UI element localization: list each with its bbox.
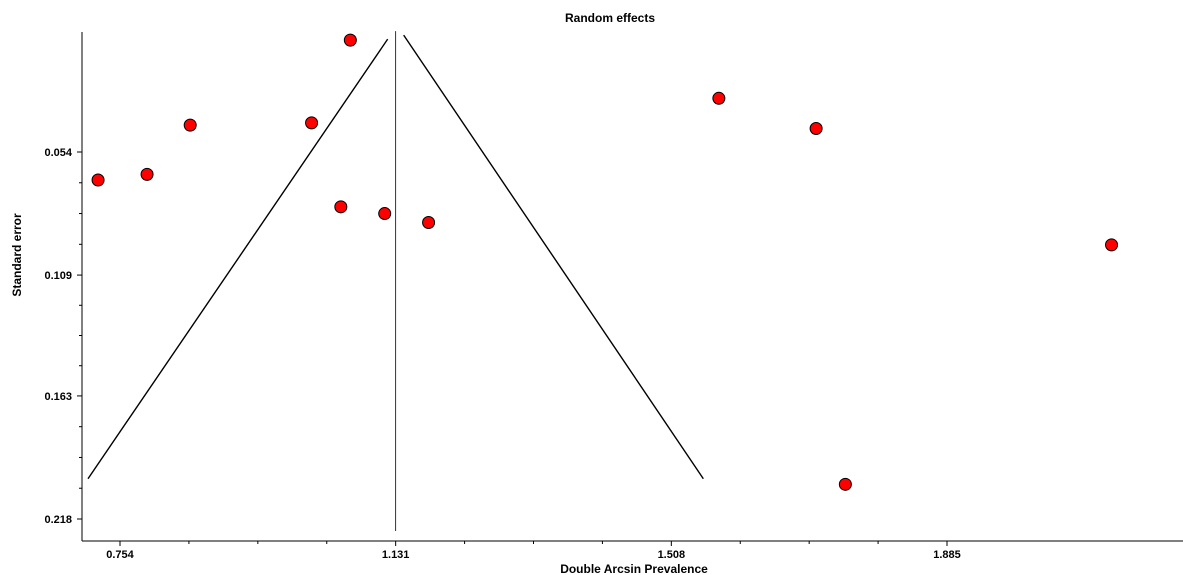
funnel (87, 31, 704, 531)
data-point-6 (343, 33, 357, 47)
data-point-3 (183, 118, 197, 132)
data-point-7 (378, 207, 392, 221)
x-tick-label: 0.754 (106, 549, 134, 561)
data-point-10 (809, 122, 823, 136)
x-tick-label: 1.508 (658, 549, 686, 561)
x-ticks: 0.754 1.131 1.508 1.885 (106, 541, 961, 561)
x-axis-title: Double Arcsin Prevalence (560, 562, 708, 575)
y-tick-label: 0.163 (44, 391, 72, 403)
y-tick-label: 0.054 (44, 147, 72, 159)
data-point-8 (422, 215, 436, 229)
y-tick-label: 0.109 (44, 270, 72, 282)
x-axis: 0.754 1.131 1.508 1.885 (82, 540, 1183, 561)
data-point-12 (1105, 238, 1119, 252)
data-point-11 (838, 477, 852, 491)
data-point-2 (140, 167, 154, 181)
funnel-left-line (87, 38, 389, 480)
funnel-right-line (403, 34, 704, 480)
y-ticks: 0.054 0.109 0.163 0.218 (44, 147, 82, 526)
data-point-1 (91, 173, 105, 187)
data-point-9 (712, 91, 726, 105)
x-tick-label: 1.885 (933, 549, 961, 561)
chart-title: Random effects (565, 11, 655, 25)
data-point-4 (305, 116, 319, 130)
data-point-5 (334, 200, 348, 214)
x-tick-label: 1.131 (382, 549, 410, 561)
y-axis-title: Standard error (10, 213, 24, 297)
y-axis: 0.054 0.109 0.163 0.218 (44, 32, 83, 541)
data-points (91, 33, 1119, 491)
y-tick-label: 0.218 (44, 514, 72, 526)
